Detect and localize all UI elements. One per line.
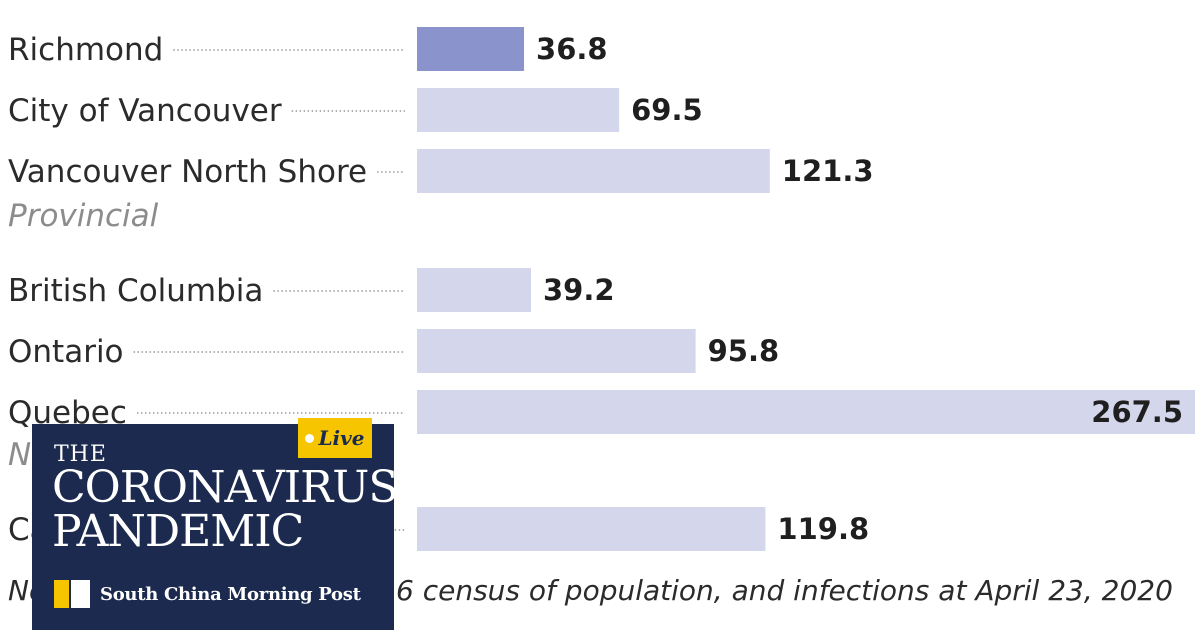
data-label: 121.3 xyxy=(782,154,874,188)
badge-title: CORONAVIRUS PANDEMIC xyxy=(52,462,399,557)
coronavirus-pandemic-badge[interactable]: Live THE CORONAVIRUS PANDEMIC South Chin… xyxy=(32,418,399,630)
data-label: 36.8 xyxy=(536,32,608,66)
data-label: 119.8 xyxy=(777,512,869,546)
data-label: 267.5 xyxy=(1091,395,1183,429)
bar xyxy=(417,268,532,312)
bar xyxy=(417,27,525,71)
badge-title-line1: CORONAVIRUS xyxy=(52,462,399,513)
bar xyxy=(417,329,696,373)
category-label: Richmond xyxy=(8,32,163,68)
bar xyxy=(417,149,770,193)
scmp-logo-icon xyxy=(54,580,90,608)
category-label: Ontario xyxy=(8,334,124,370)
category-label: City of Vancouver xyxy=(8,93,282,129)
bar xyxy=(417,88,620,132)
category-label: British Columbia xyxy=(8,273,263,309)
group-label-1: Provincial xyxy=(8,198,159,234)
live-label: Live xyxy=(318,426,365,450)
data-label: 69.5 xyxy=(631,93,703,127)
badge-title-line2: PANDEMIC xyxy=(52,506,304,557)
brand-name: South China Morning Post xyxy=(100,583,361,605)
bar xyxy=(417,390,1195,434)
live-dot-icon xyxy=(305,433,315,443)
brand: South China Morning Post xyxy=(54,578,361,610)
data-label: 39.2 xyxy=(543,273,615,307)
note-text: 6 census of population, and infections a… xyxy=(396,574,1173,607)
category-label: Vancouver North Shore xyxy=(8,154,367,190)
data-label: 95.8 xyxy=(708,334,780,368)
bar xyxy=(417,507,766,551)
live-badge[interactable]: Live xyxy=(298,418,372,458)
badge-kicker: THE xyxy=(54,442,107,467)
